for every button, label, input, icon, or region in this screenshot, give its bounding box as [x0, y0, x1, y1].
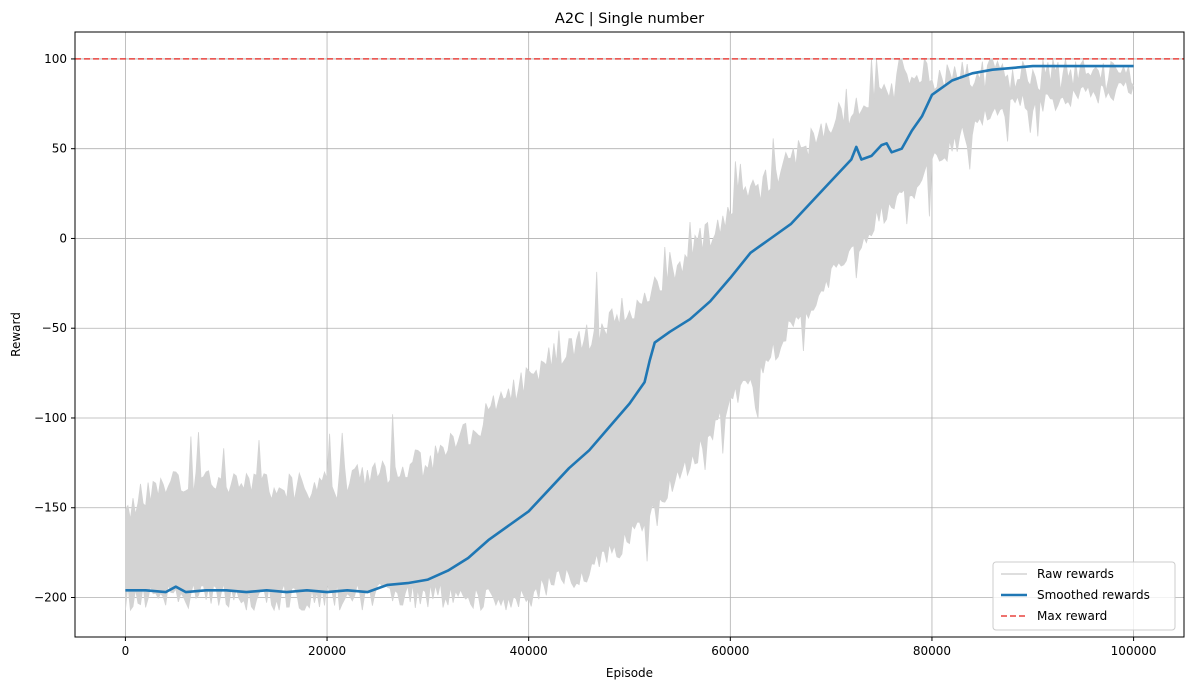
y-tick-label: 100	[44, 52, 67, 66]
y-axis-label: Reward	[9, 312, 23, 357]
x-tick-label: 60000	[711, 644, 749, 658]
legend-box	[992, 561, 1176, 631]
x-tick-label: 20000	[308, 644, 346, 658]
x-tick-label: 100000	[1111, 644, 1157, 658]
axis-ticks: 0 20000 40000 60000 80000 100000 −200 −150 −100 −…	[34, 52, 1156, 658]
x-tick-label: 0	[122, 644, 130, 658]
legend-label-smoothed-rewards: Smoothed rewards	[1037, 588, 1150, 602]
legend-label-max-reward: Max reward	[1037, 609, 1107, 623]
y-tick-label: 50	[52, 142, 67, 156]
series-layer	[75, 57, 1184, 612]
x-axis-label: Episode	[606, 666, 653, 680]
chart-title: A2C | Single number	[555, 11, 704, 27]
raw-rewards-series	[125, 57, 1134, 612]
y-tick-label: −200	[34, 591, 67, 605]
y-tick-label: −150	[34, 501, 67, 515]
y-tick-label: −100	[34, 411, 67, 425]
y-tick-label: −50	[42, 321, 67, 335]
smoothed-rewards-line	[125, 64, 1134, 594]
x-tick-label: 80000	[913, 644, 951, 658]
legend-label-raw-rewards: Raw rewards	[1037, 567, 1114, 581]
legend: Raw rewards Smoothed rewards Max reward	[992, 561, 1176, 631]
x-tick-label: 40000	[510, 644, 548, 658]
y-tick-label: 0	[59, 231, 67, 245]
plot-frame	[74, 31, 1185, 638]
